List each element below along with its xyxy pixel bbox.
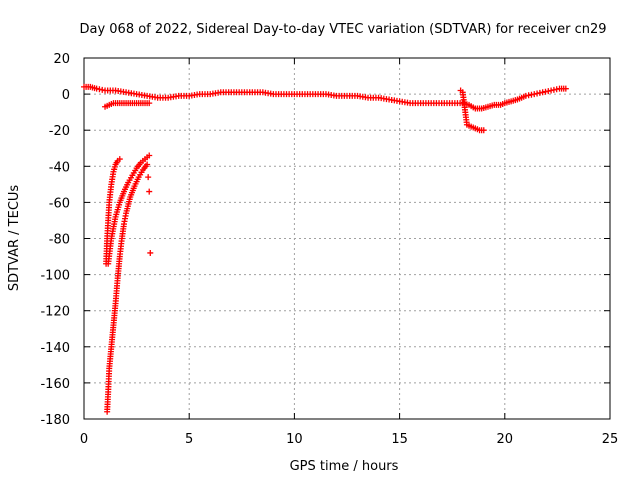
x-tick-label: 10	[286, 432, 303, 447]
y-tick-label: -100	[40, 269, 70, 284]
y-tick-label: -80	[49, 233, 70, 248]
x-tick-label: 25	[602, 432, 619, 447]
x-tick-label: 15	[391, 432, 408, 447]
data-point	[144, 161, 151, 168]
axis-ticks: 0 5 10 15 20 25 20 0 -20 -40 -60 -80 -100 -120 -140 -16…	[40, 52, 618, 447]
data-point	[562, 85, 569, 92]
y-tick-label: -40	[49, 160, 70, 175]
chart-title: Day 068 of 2022, Sidereal Day-to-day VTE…	[79, 22, 606, 37]
x-tick-label: 0	[80, 432, 88, 447]
y-axis-label: SDTVAR / TECUs	[7, 185, 22, 292]
x-tick-label: 5	[185, 432, 193, 447]
grid-lines	[84, 58, 610, 419]
y-tick-label: -20	[49, 124, 70, 139]
y-tick-label: 20	[53, 52, 70, 67]
y-tick-label: -160	[40, 377, 70, 392]
plot-frame	[83, 57, 611, 420]
y-tick-label: -120	[40, 305, 70, 320]
data-point	[146, 188, 153, 195]
data-point	[145, 174, 152, 181]
data-marks	[81, 83, 569, 415]
data-point	[480, 127, 487, 134]
y-tick-label: -60	[49, 196, 70, 211]
data-point	[116, 156, 123, 163]
y-tick-label: -140	[40, 341, 70, 356]
y-tick-label: -180	[40, 413, 70, 428]
x-tick-label: 20	[497, 432, 514, 447]
x-axis-label: GPS time / hours	[290, 459, 399, 474]
data-point	[147, 249, 154, 256]
data-point	[146, 152, 153, 159]
data-point	[146, 100, 153, 107]
y-tick-label: 0	[62, 88, 70, 103]
